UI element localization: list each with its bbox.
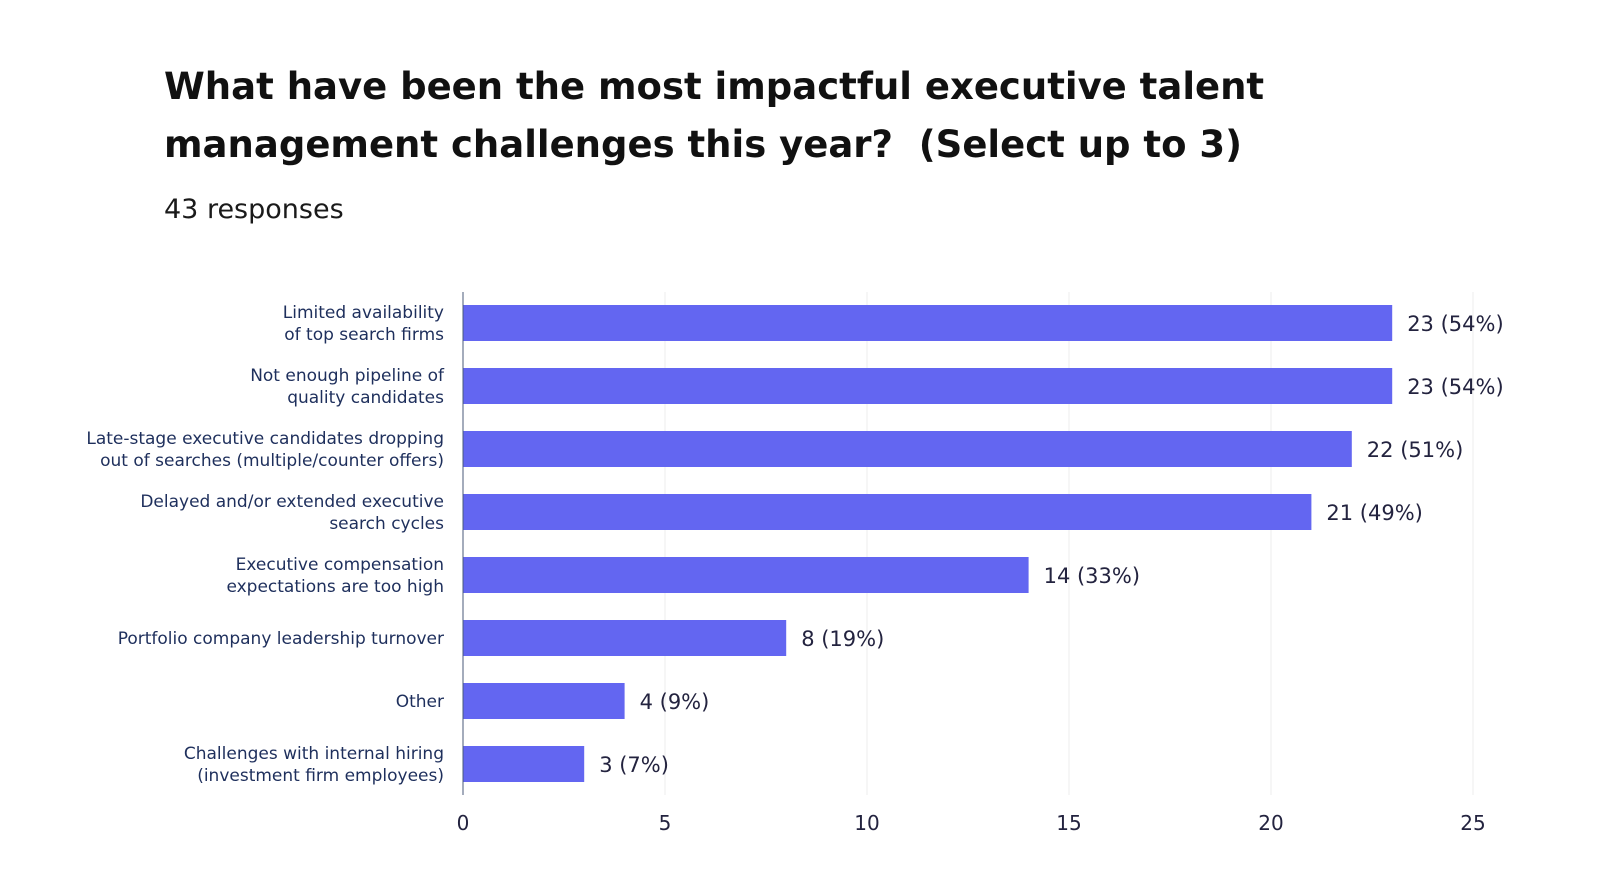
bar-2 <box>463 368 1393 404</box>
chart-title-line-1: What have been the most impactful execut… <box>164 65 1265 108</box>
category-label-5: Executive compensation expectations are t… <box>226 555 444 597</box>
value-label-2: 23 (54%) <box>1407 375 1503 399</box>
chart-title-line-2: management challenges this year? (Select… <box>164 123 1243 166</box>
value-label-5: 14 (33%) <box>1044 564 1140 588</box>
x-tick-label-25: 25 <box>1460 811 1485 835</box>
value-label-4: 21 (49%) <box>1326 501 1422 525</box>
bar-5 <box>463 557 1029 593</box>
bar-3 <box>463 431 1352 467</box>
value-label-7: 4 (9%) <box>640 690 710 714</box>
category-label-8: Challenges with internal hiring (investme… <box>184 744 444 786</box>
category-label-2: Not enough pipeline of quality candidates <box>250 366 445 408</box>
response-count: 43 responses <box>164 194 344 225</box>
bar-1 <box>463 305 1393 341</box>
bar-8 <box>463 746 585 782</box>
x-tick-label-0: 0 <box>457 811 470 835</box>
bar-4 <box>463 494 1312 530</box>
category-label-6: Portfolio company leadership turnover <box>118 629 444 649</box>
category-label-1: Limited availability of top search firms <box>283 303 444 345</box>
category-label-4: Delayed and/or extended executive search … <box>140 492 444 534</box>
x-tick-label-10: 10 <box>854 811 879 835</box>
bar-7 <box>463 683 625 719</box>
x-tick-label-5: 5 <box>659 811 672 835</box>
value-label-6: 8 (19%) <box>801 627 884 651</box>
value-label-8: 3 (7%) <box>599 753 669 777</box>
value-label-1: 23 (54%) <box>1407 312 1503 336</box>
chart-title: What have been the most impactful execut… <box>164 58 1364 174</box>
category-label-3: Late-stage executive candidates dropping… <box>86 429 444 471</box>
value-label-3: 22 (51%) <box>1367 438 1463 462</box>
category-label-7: Other <box>396 692 444 712</box>
x-tick-label-15: 15 <box>1056 811 1081 835</box>
bar-6 <box>463 620 787 656</box>
x-tick-label-20: 20 <box>1258 811 1283 835</box>
